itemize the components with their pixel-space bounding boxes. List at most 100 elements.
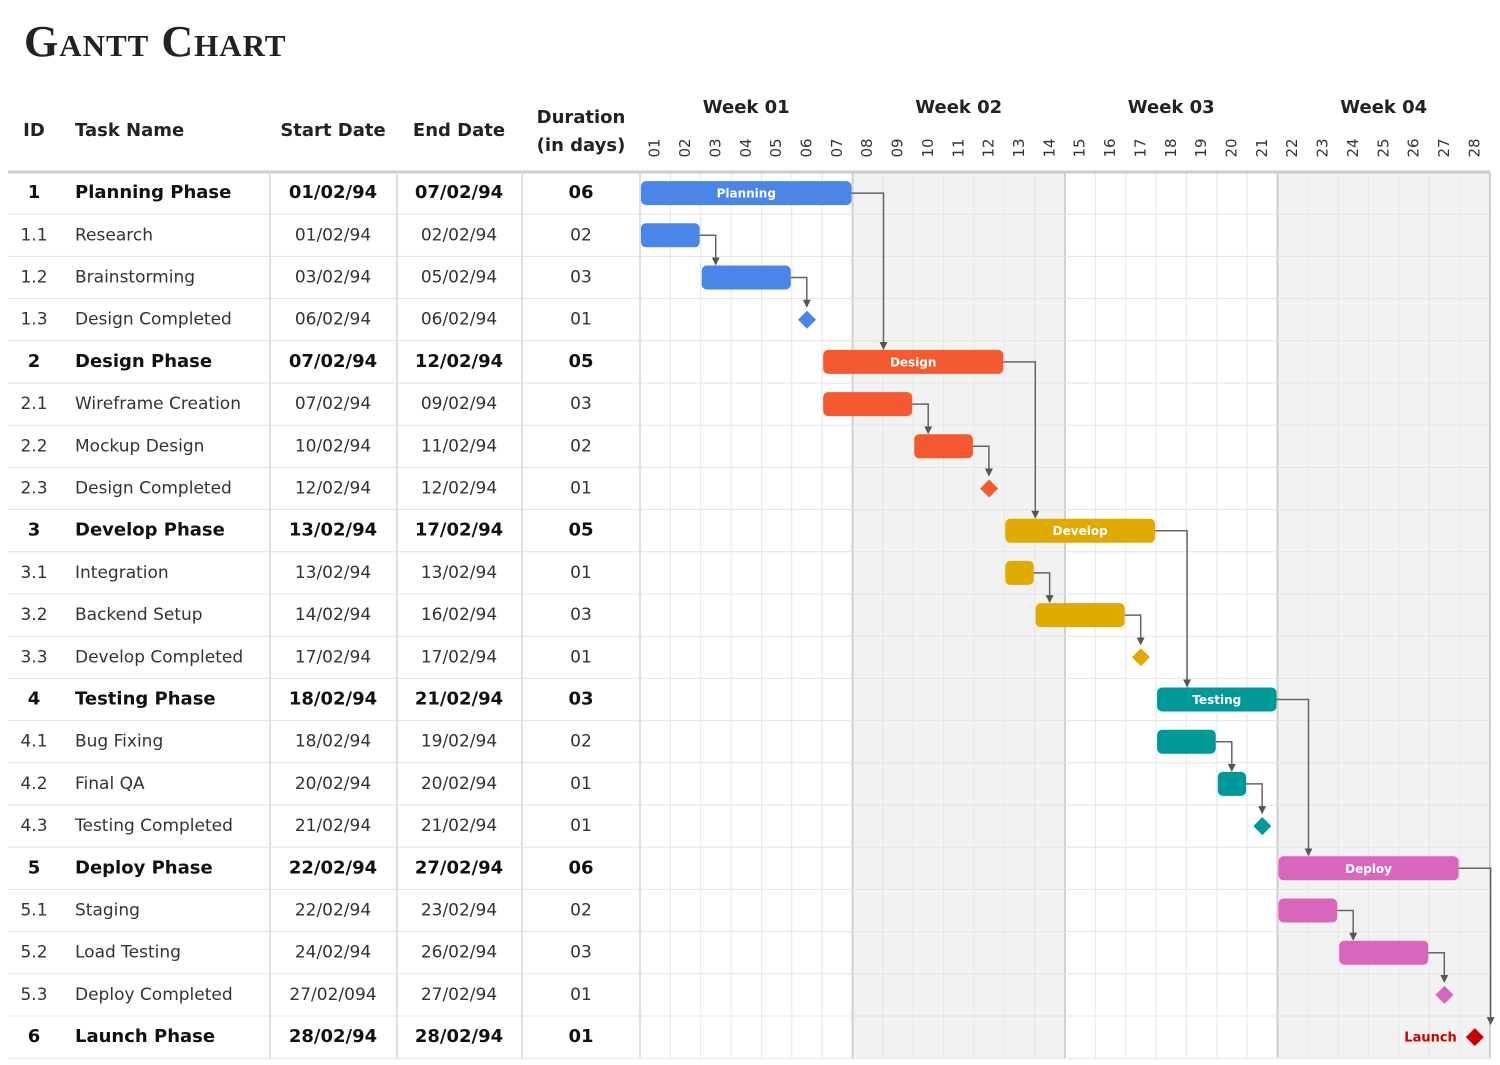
day-label: 03 (706, 138, 724, 157)
end-date: 13/02/94 (421, 563, 497, 583)
day-label: 12 (980, 138, 998, 157)
task-id: 6 (28, 1026, 41, 1047)
milestone (797, 310, 816, 329)
day-label: 02 (676, 138, 694, 157)
connector (912, 403, 933, 435)
day-label: 01 (646, 138, 664, 157)
end-date: 17/02/94 (421, 647, 497, 667)
bar-label: Develop (1053, 524, 1108, 538)
day-label: 09 (889, 138, 907, 157)
task-name: Staging (75, 901, 140, 921)
duration: 01 (570, 774, 592, 794)
task-name: Launch Phase (75, 1026, 215, 1047)
connector (1246, 783, 1267, 815)
connector (1155, 529, 1192, 688)
connector (851, 192, 888, 350)
day-label: 25 (1374, 138, 1392, 157)
connector (1428, 951, 1449, 983)
task-name: Deploy Phase (75, 857, 213, 878)
task-id: 4.2 (20, 774, 47, 794)
milestone (980, 479, 999, 498)
task-id: 3 (28, 520, 41, 541)
connector (1124, 614, 1145, 646)
duration: 03 (570, 605, 592, 625)
week-shade (1277, 172, 1490, 1059)
task-bar (1339, 940, 1429, 965)
task-name: Testing Phase (75, 689, 216, 710)
duration: 01 (568, 1026, 593, 1047)
end-date: 27/02/94 (421, 985, 497, 1005)
task-name: Mockup Design (75, 436, 204, 456)
connector (1276, 698, 1313, 857)
task-bar (823, 349, 1004, 374)
end-date: 11/02/94 (421, 436, 497, 456)
task-bar (1217, 771, 1247, 796)
column-header: Task Name (75, 120, 184, 141)
start-date: 18/02/94 (295, 732, 371, 752)
day-label: 27 (1435, 138, 1453, 157)
column-header: (in days) (537, 135, 626, 156)
start-date: 17/02/94 (295, 647, 371, 667)
task-name: Design Phase (75, 351, 212, 372)
end-date: 27/02/94 (415, 857, 503, 878)
task-name: Backend Setup (75, 605, 203, 625)
task-id: 2.1 (20, 394, 47, 414)
task-id: 4 (28, 689, 41, 710)
day-label: 24 (1344, 138, 1362, 157)
bar-label: Planning (717, 187, 776, 201)
bar-label: Deploy (1345, 862, 1392, 876)
duration: 01 (570, 479, 592, 499)
task-name: Deploy Completed (75, 985, 233, 1005)
task-name: Design Completed (75, 479, 232, 499)
start-date: 10/02/94 (295, 436, 371, 456)
start-date: 06/02/94 (295, 310, 371, 330)
end-date: 26/02/94 (421, 943, 497, 963)
duration: 02 (570, 732, 592, 752)
start-date: 01/02/94 (289, 182, 377, 203)
day-label: 10 (919, 138, 937, 157)
duration: 06 (568, 182, 593, 203)
task-id: 1.1 (20, 225, 47, 245)
task-id: 3.1 (20, 563, 47, 583)
start-date: 21/02/94 (295, 816, 371, 836)
day-label: 18 (1162, 138, 1180, 157)
column-header: End Date (413, 120, 505, 141)
duration: 01 (570, 647, 592, 667)
milestone (1253, 817, 1272, 836)
task-id: 4.3 (20, 816, 47, 836)
week-shade (852, 172, 1065, 1059)
day-label: 11 (949, 138, 967, 157)
day-label: 28 (1465, 138, 1483, 157)
week-label: Week 01 (703, 97, 790, 118)
start-date: 07/02/94 (289, 351, 377, 372)
day-label: 21 (1253, 138, 1271, 157)
end-date: 05/02/94 (421, 268, 497, 288)
end-date: 23/02/94 (421, 901, 497, 921)
connector (1337, 909, 1358, 941)
connector (972, 445, 993, 477)
end-date: 02/02/94 (421, 225, 497, 245)
task-bar (1278, 856, 1459, 881)
duration: 05 (568, 520, 593, 541)
connector (790, 276, 811, 308)
end-date: 07/02/94 (415, 182, 503, 203)
day-label: 14 (1040, 138, 1058, 157)
end-date: 28/02/94 (415, 1026, 503, 1047)
start-date: 20/02/94 (295, 774, 371, 794)
end-date: 21/02/94 (421, 816, 497, 836)
connector (1215, 740, 1236, 772)
milestone (1131, 648, 1150, 667)
task-id: 2.2 (20, 436, 47, 456)
duration: 05 (568, 351, 593, 372)
task-id: 4.1 (20, 732, 47, 752)
task-name: Bug Fixing (75, 732, 163, 752)
milestone (1435, 985, 1454, 1004)
task-bar (1157, 729, 1216, 754)
start-date: 14/02/94 (295, 605, 371, 625)
end-date: 06/02/94 (421, 310, 497, 330)
bar-label: Design (890, 355, 937, 369)
task-id: 5.1 (20, 901, 47, 921)
start-date: 27/02/094 (289, 985, 376, 1005)
start-date: 13/02/94 (295, 563, 371, 583)
